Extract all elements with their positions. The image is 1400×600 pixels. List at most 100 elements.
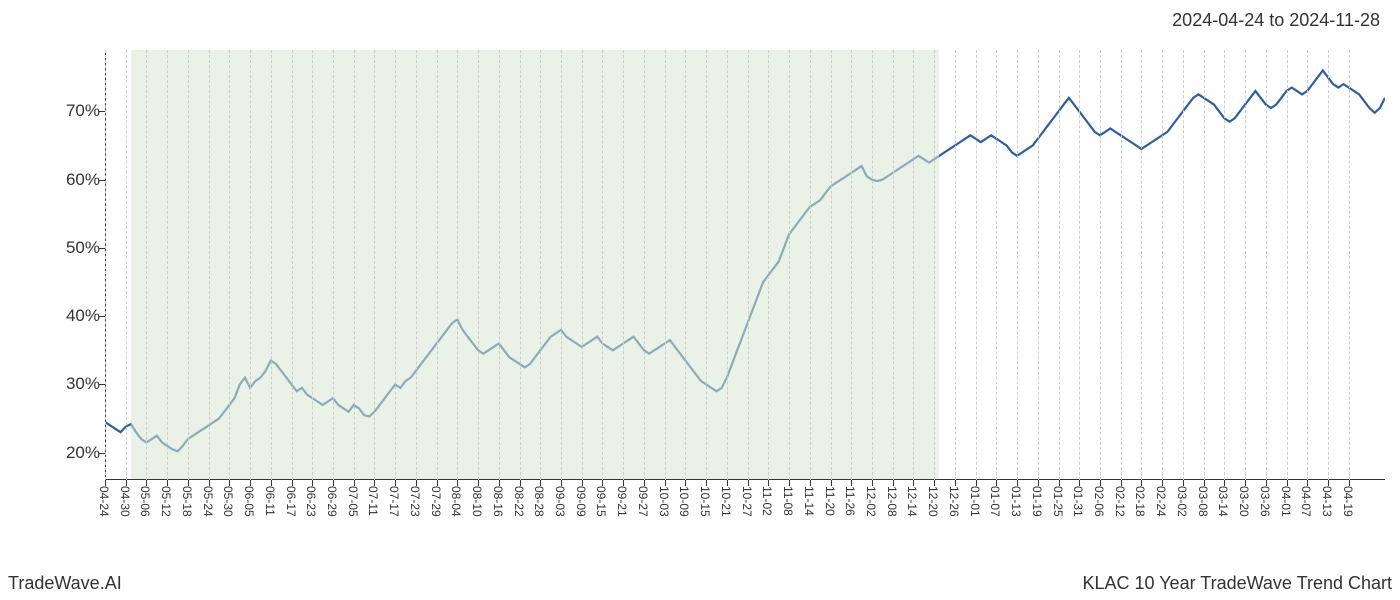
- gridline-vertical: [1100, 50, 1101, 480]
- gridline-vertical: [478, 50, 479, 480]
- x-tick-label: 11-08: [781, 486, 795, 516]
- gridline-vertical: [457, 50, 458, 480]
- x-tick-label: 04-13: [1320, 486, 1334, 517]
- x-tick-label: 03-26: [1258, 486, 1272, 517]
- x-tick-label: 06-29: [325, 486, 339, 517]
- x-tick-label: 02-06: [1092, 486, 1106, 517]
- gridline-vertical: [996, 50, 997, 480]
- gridline-vertical: [540, 50, 541, 480]
- gridline-vertical: [893, 50, 894, 480]
- gridline-vertical: [1017, 50, 1018, 480]
- gridline-vertical: [872, 50, 873, 480]
- gridline-vertical: [271, 50, 272, 480]
- x-tick-label: 05-30: [221, 486, 235, 517]
- x-tick-label: 07-11: [366, 486, 380, 516]
- x-tick-label: 12-14: [905, 486, 919, 517]
- gridline-vertical: [312, 50, 313, 480]
- gridline-vertical: [1079, 50, 1080, 480]
- x-tick-label: 02-18: [1133, 486, 1147, 517]
- gridline-vertical: [105, 50, 106, 480]
- x-tick-label: 08-16: [491, 486, 505, 517]
- gridline-vertical: [602, 50, 603, 480]
- x-tick-label: 05-12: [159, 486, 173, 517]
- y-tick-label: 20%: [40, 443, 100, 463]
- x-tick-label: 07-05: [346, 486, 360, 517]
- footer-brand: TradeWave.AI: [8, 573, 122, 594]
- highlight-band: [131, 50, 939, 480]
- x-tick-label: 03-02: [1175, 486, 1189, 517]
- x-tick-label: 05-06: [138, 486, 152, 517]
- x-tick-label: 09-21: [615, 486, 629, 517]
- gridline-vertical: [333, 50, 334, 480]
- gridline-vertical: [354, 50, 355, 480]
- x-tick-label: 10-15: [698, 486, 712, 517]
- x-tick-label: 06-05: [242, 486, 256, 517]
- gridline-vertical: [582, 50, 583, 480]
- gridline-vertical: [1287, 50, 1288, 480]
- x-tick-label: 07-17: [387, 486, 401, 517]
- x-tick-label: 09-15: [594, 486, 608, 517]
- gridline-vertical: [789, 50, 790, 480]
- gridline-vertical: [1266, 50, 1267, 480]
- x-tick-label: 10-21: [719, 486, 733, 517]
- x-tick-label: 09-09: [574, 486, 588, 517]
- gridline-vertical: [209, 50, 210, 480]
- y-tick-label: 70%: [40, 101, 100, 121]
- y-tick-label: 40%: [40, 306, 100, 326]
- gridline-vertical: [437, 50, 438, 480]
- gridline-vertical: [1141, 50, 1142, 480]
- x-tick-label: 01-25: [1051, 486, 1065, 517]
- gridline-vertical: [623, 50, 624, 480]
- gridline-vertical: [250, 50, 251, 480]
- x-tick-label: 04-24: [97, 486, 111, 517]
- x-tick-label: 08-28: [532, 486, 546, 517]
- x-tick-label: 12-02: [864, 486, 878, 517]
- gridline-vertical: [934, 50, 935, 480]
- gridline-vertical: [955, 50, 956, 480]
- gridline-vertical: [1162, 50, 1163, 480]
- x-tick-label: 02-24: [1154, 486, 1168, 517]
- gridline-vertical: [810, 50, 811, 480]
- x-tick-label: 08-04: [449, 486, 463, 517]
- x-tick-label: 03-20: [1237, 486, 1251, 517]
- gridline-vertical: [1121, 50, 1122, 480]
- footer-chart-title: KLAC 10 Year TradeWave Trend Chart: [1082, 573, 1392, 594]
- gridline-vertical: [976, 50, 977, 480]
- gridline-vertical: [1245, 50, 1246, 480]
- x-tick-label: 09-03: [553, 486, 567, 517]
- gridline-vertical: [146, 50, 147, 480]
- gridline-vertical: [706, 50, 707, 480]
- gridline-vertical: [685, 50, 686, 480]
- x-tick-label: 08-10: [470, 486, 484, 517]
- gridline-vertical: [768, 50, 769, 480]
- gridline-vertical: [374, 50, 375, 480]
- x-tick-label: 12-20: [926, 486, 940, 517]
- gridline-vertical: [167, 50, 168, 480]
- x-tick-label: 01-01: [968, 486, 982, 517]
- x-tick-label: 02-12: [1113, 486, 1127, 517]
- gridline-vertical: [1204, 50, 1205, 480]
- gridline-vertical: [561, 50, 562, 480]
- x-tick-label: 04-01: [1279, 486, 1293, 517]
- gridline-vertical: [1328, 50, 1329, 480]
- gridline-vertical: [416, 50, 417, 480]
- chart-plot-area: 04-2404-3005-0605-1205-1805-2405-3006-05…: [105, 50, 1385, 480]
- gridline-vertical: [499, 50, 500, 480]
- gridline-vertical: [1307, 50, 1308, 480]
- gridline-vertical: [665, 50, 666, 480]
- x-tick-label: 04-19: [1341, 486, 1355, 517]
- date-range-label: 2024-04-24 to 2024-11-28: [1172, 10, 1380, 31]
- x-tick-label: 06-11: [263, 486, 277, 516]
- x-tick-label: 08-22: [512, 486, 526, 517]
- x-tick-label: 06-17: [284, 486, 298, 517]
- x-tick-label: 07-23: [408, 486, 422, 517]
- x-tick-label: 01-13: [1009, 486, 1023, 517]
- gridline-vertical: [1224, 50, 1225, 480]
- x-tick-label: 07-29: [429, 486, 443, 517]
- y-tick-label: 30%: [40, 374, 100, 394]
- gridline-vertical: [229, 50, 230, 480]
- x-tick-label: 11-14: [802, 486, 816, 516]
- plot-region: 04-2404-3005-0605-1205-1805-2405-3006-05…: [105, 50, 1385, 480]
- gridline-vertical: [292, 50, 293, 480]
- x-tick-label: 01-07: [988, 486, 1002, 517]
